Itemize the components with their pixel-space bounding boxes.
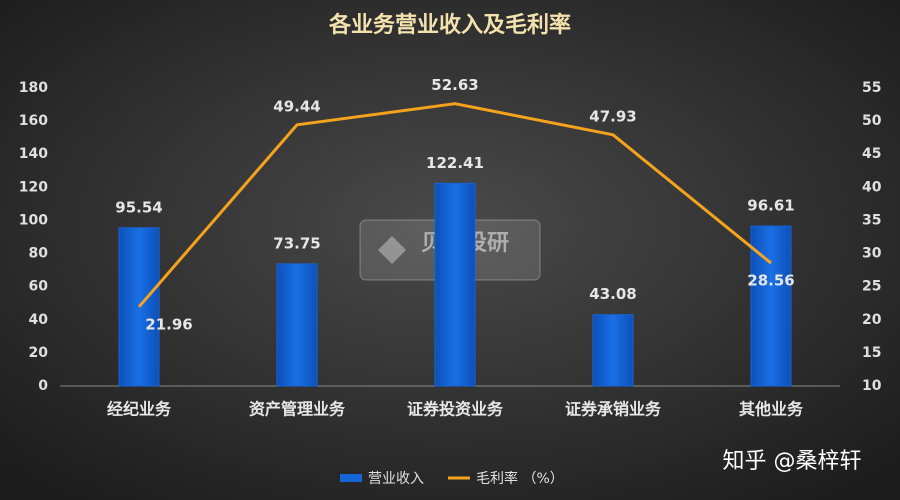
y-tick-label: 120 [19, 179, 48, 195]
y2-tick-label: 10 [862, 378, 882, 394]
legend-label: 营业收入 [368, 471, 424, 487]
y-tick-label: 160 [19, 113, 48, 129]
line-value-label: 28.56 [747, 272, 794, 290]
x-tick-label: 证券承销业务 [565, 400, 662, 419]
line-value-label: 47.93 [589, 107, 636, 125]
bar [592, 314, 634, 387]
line-value-label: 52.63 [431, 76, 478, 94]
y2-tick-label: 15 [862, 345, 881, 361]
line-value-label: 21.96 [145, 315, 192, 333]
bar [118, 227, 160, 387]
y2-tick-label: 35 [862, 212, 881, 228]
legend-label: 毛利率 （%） [476, 470, 564, 487]
legend-swatch [340, 474, 362, 482]
y2-tick-label: 50 [862, 113, 882, 129]
y2-tick-label: 25 [862, 279, 881, 295]
bar [434, 182, 476, 387]
bar-value-label: 95.54 [115, 198, 162, 216]
y-tick-label: 100 [19, 212, 48, 228]
x-tick-label: 其他业务 [739, 400, 804, 419]
y-tick-label: 140 [19, 146, 48, 162]
y-tick-label: 0 [38, 378, 48, 394]
y-tick-label: 60 [29, 279, 49, 295]
y2-tick-label: 30 [862, 246, 882, 262]
y-tick-label: 20 [29, 345, 49, 361]
y2-tick-label: 55 [862, 80, 881, 96]
bar [276, 263, 318, 387]
x-tick-label: 资产管理业务 [249, 400, 346, 419]
y2-tick-label: 40 [862, 179, 882, 195]
x-tick-label: 经纪业务 [107, 400, 172, 419]
line [137, 102, 772, 308]
chart-title: 各业务营业收入及毛利率 [328, 12, 571, 38]
credit: 知乎 @桑梓轩 [723, 449, 862, 474]
y-tick-label: 180 [19, 80, 48, 96]
bar-value-label: 73.75 [273, 234, 320, 252]
bar-value-label: 122.41 [426, 154, 484, 172]
bar-value-label: 96.61 [747, 197, 794, 215]
y2-tick-label: 20 [862, 312, 882, 328]
y2-tick-label: 45 [862, 146, 881, 162]
y-tick-label: 80 [29, 246, 49, 262]
line-value-label: 49.44 [273, 97, 320, 115]
y-tick-label: 40 [29, 312, 49, 328]
x-tick-label: 证券投资业务 [407, 400, 504, 419]
bar-value-label: 43.08 [589, 285, 636, 303]
